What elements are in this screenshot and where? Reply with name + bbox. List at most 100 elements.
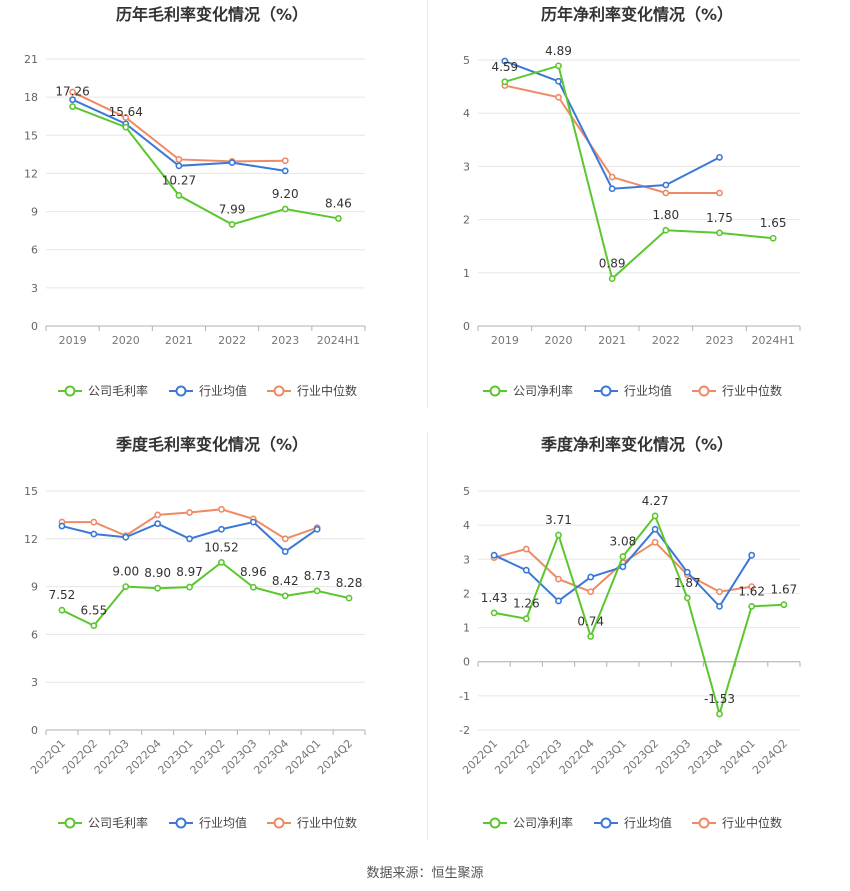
y-tick-label: 12 xyxy=(24,533,38,546)
series-path xyxy=(504,60,720,190)
series-line-1 xyxy=(501,57,723,193)
x-tick-label: 2020 xyxy=(545,334,573,347)
data-point xyxy=(58,522,66,530)
legend-marker xyxy=(175,817,187,829)
series-path xyxy=(72,105,339,226)
legend-item-1[interactable]: 行业均值 xyxy=(594,815,672,830)
legend-item-2[interactable]: 行业中位数 xyxy=(692,383,782,398)
data-point xyxy=(651,538,659,546)
legend-label: 公司净利率 xyxy=(513,383,573,398)
legend-item-0[interactable]: 公司毛利率 xyxy=(58,815,148,830)
y-tick-label: 0 xyxy=(463,656,470,669)
legend-item-2[interactable]: 行业中位数 xyxy=(267,815,357,830)
data-label: 10.52 xyxy=(204,540,238,554)
data-point xyxy=(122,533,130,541)
data-point xyxy=(716,189,723,197)
data-label: 3.71 xyxy=(545,513,572,527)
data-point xyxy=(608,173,616,181)
data-point xyxy=(662,189,670,197)
data-point xyxy=(186,509,193,516)
series-path xyxy=(504,64,774,281)
legend-item-0[interactable]: 公司净利率 xyxy=(483,383,573,398)
data-point xyxy=(249,518,257,526)
y-tick-label: 9 xyxy=(31,581,38,594)
legend-item-1[interactable]: 行业均值 xyxy=(169,815,247,830)
data-label: 1.67 xyxy=(771,583,798,597)
data-label: 4.27 xyxy=(642,494,669,508)
quarterly-gross-margin-panel: 季度毛利率变化情况（%） 0 3 6 9 12 15 2022Q1 2022Q2 2022Q3 20… xyxy=(0,430,425,860)
data-point xyxy=(281,592,289,600)
data-point xyxy=(683,594,691,602)
data-label: 10.27 xyxy=(162,173,196,187)
series-line-0 xyxy=(69,103,342,228)
data-point xyxy=(716,710,723,718)
y-tick-label: 9 xyxy=(31,206,38,219)
legend-label: 行业中位数 xyxy=(297,383,357,398)
data-point xyxy=(662,181,670,189)
legend-item-2[interactable]: 行业中位数 xyxy=(692,815,782,830)
data-label: 9.00 xyxy=(112,565,139,579)
data-point xyxy=(555,531,562,539)
legend-item-2[interactable]: 行业中位数 xyxy=(267,383,357,398)
legend-label: 行业均值 xyxy=(624,815,672,830)
data-point xyxy=(175,162,183,170)
data-label: 1.65 xyxy=(760,216,787,230)
y-tick-label: 18 xyxy=(24,91,38,104)
legend-marker xyxy=(489,385,501,397)
legend-marker xyxy=(273,817,285,829)
data-label: 1.62 xyxy=(738,584,765,598)
data-label: 8.90 xyxy=(144,566,171,580)
data-label: 15.64 xyxy=(109,105,143,119)
annual-gross-margin-chart: 历年毛利率变化情况（%） 0 3 6 9 12 15 18 21 2019 2020 2021 2022… xyxy=(24,5,366,398)
data-point xyxy=(522,566,530,574)
legend-item-1[interactable]: 行业均值 xyxy=(594,383,672,398)
data-label: 0.89 xyxy=(599,257,626,271)
legend-marker xyxy=(273,385,285,397)
data-point xyxy=(313,587,321,595)
legend-marker xyxy=(600,385,612,397)
data-label: 8.46 xyxy=(325,196,352,210)
data-point xyxy=(154,511,162,519)
data-point xyxy=(587,588,595,596)
data-point xyxy=(555,62,562,70)
data-label: 3.08 xyxy=(610,535,637,549)
y-tick-label: 3 xyxy=(31,676,38,689)
legend-item-0[interactable]: 公司毛利率 xyxy=(58,383,148,398)
data-point xyxy=(228,159,236,167)
data-point xyxy=(228,221,236,228)
data-label: 9.20 xyxy=(272,187,299,201)
y-tick-label: 4 xyxy=(463,107,470,120)
x-tick-label: 2019 xyxy=(491,334,519,347)
data-point xyxy=(716,588,723,596)
chart-title: 季度毛利率变化情况（%） xyxy=(115,435,308,454)
data-point xyxy=(281,548,289,555)
data-point xyxy=(619,553,627,560)
annual-gross-margin-panel: 历年毛利率变化情况（%） 0 3 6 9 12 15 18 21 2019 2020 2021 2022… xyxy=(0,0,425,430)
chart-title: 历年净利率变化情况（%） xyxy=(541,5,733,24)
legend-item-1[interactable]: 行业均值 xyxy=(169,383,247,398)
legend-item-0[interactable]: 公司净利率 xyxy=(483,815,573,830)
y-tick-label: 3 xyxy=(463,553,470,566)
data-source-note: 数据来源：恒生聚源 xyxy=(366,866,484,881)
data-label: 8.73 xyxy=(304,569,331,583)
y-tick-label: 0 xyxy=(31,320,38,333)
data-point xyxy=(345,594,353,602)
data-point xyxy=(186,583,193,591)
data-point xyxy=(122,583,130,590)
y-tick-label: 15 xyxy=(24,485,38,498)
data-point xyxy=(555,77,562,85)
data-point xyxy=(769,234,777,242)
legend-label: 公司毛利率 xyxy=(88,815,148,830)
quarterly-net-margin-chart: 季度净利率变化情况（%）-2-10123452022Q12022Q22022Q3… xyxy=(459,435,801,830)
data-point xyxy=(186,535,193,543)
data-point xyxy=(122,123,130,131)
y-tick-label: 15 xyxy=(24,129,38,142)
legend-marker xyxy=(175,385,187,397)
x-tick-label: 2024Q2 xyxy=(315,737,355,777)
data-point xyxy=(501,57,509,65)
data-point xyxy=(555,93,562,101)
chart-title: 历年毛利率变化情况（%） xyxy=(116,5,308,24)
series-line-0 xyxy=(501,62,777,283)
data-label: 6.55 xyxy=(80,604,107,618)
y-tick-label: 2 xyxy=(463,214,470,227)
